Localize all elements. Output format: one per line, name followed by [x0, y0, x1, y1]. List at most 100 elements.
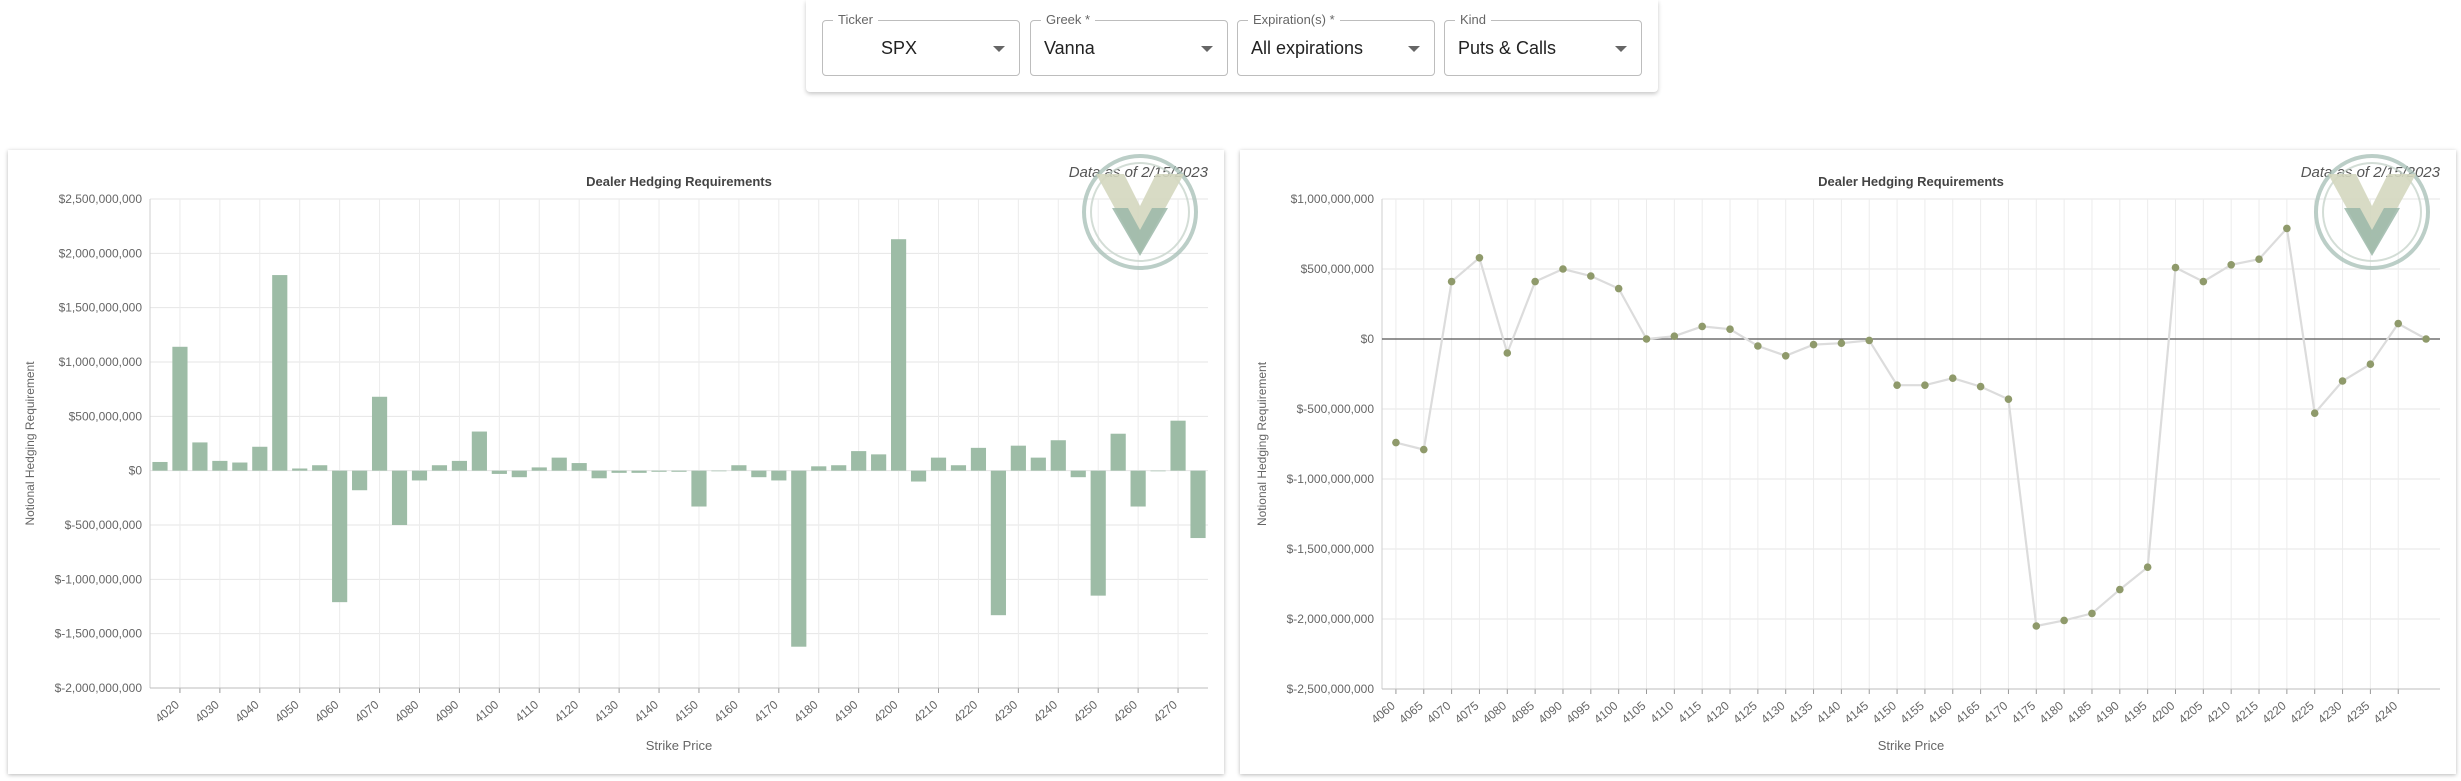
x-tick-label: 4120	[1702, 698, 1732, 726]
bar	[292, 468, 308, 471]
series-line	[1395, 225, 2427, 628]
x-tick-label: 4230	[991, 697, 1021, 725]
x-tick-label: 4150	[671, 697, 701, 725]
bar	[172, 346, 188, 471]
x-tick-label: 4180	[791, 697, 821, 725]
bar	[871, 454, 887, 471]
bar	[811, 466, 827, 471]
x-tick-label: 4155	[1897, 698, 1927, 726]
bar	[851, 451, 867, 471]
x-tick-label: 4140	[632, 697, 662, 725]
bar	[651, 470, 667, 472]
data-point	[2088, 609, 2096, 618]
line-chart: $1,000,000,000 $500,000,000 $0 $-500,000,00…	[1255, 174, 2440, 753]
data-point	[1809, 340, 1818, 349]
bar	[272, 275, 288, 471]
y-tick-label: $1,000,000,000	[59, 355, 143, 369]
x-tick-label: 4190	[831, 697, 861, 725]
bar-chart-panel: Data as of 2/15/2023 $2,500,000,000 $2,00…	[8, 150, 1224, 774]
x-tick-label: 4170	[751, 697, 781, 725]
expiration-value: All expirations	[1251, 38, 1364, 58]
x-tick-label: 4140	[1814, 698, 1844, 726]
x-tick-label: 4040	[232, 697, 262, 725]
data-point	[2171, 263, 2180, 272]
bar	[491, 470, 507, 474]
x-tick-label: 4165	[1953, 698, 1983, 726]
bar	[731, 465, 747, 471]
bar	[791, 470, 807, 647]
y-tick-label: $-2,000,000,000	[1287, 612, 1375, 626]
bar	[910, 470, 927, 482]
y-tick-label: $-2,500,000,000	[1287, 682, 1375, 696]
x-tick-label: 4080	[392, 697, 422, 725]
bar	[252, 446, 268, 471]
data-point	[2338, 377, 2347, 385]
data-point	[1726, 325, 1734, 333]
data-point	[2199, 277, 2208, 286]
data-point	[2310, 409, 2319, 418]
chevron-down-icon	[1408, 46, 1420, 52]
bar	[332, 470, 348, 603]
x-tick-label: 4150	[1870, 698, 1900, 726]
bar	[831, 465, 847, 471]
y-tick-label: $2,500,000,000	[59, 192, 143, 206]
data-point	[1642, 335, 1651, 343]
data-point	[2283, 224, 2291, 233]
x-tick-label: 4070	[1424, 698, 1454, 726]
y-tick-label: $2,000,000,000	[59, 246, 143, 260]
bar	[1090, 470, 1106, 596]
greek-select[interactable]: Greek * Vanna	[1030, 12, 1228, 76]
ticker-value: SPX	[881, 38, 918, 58]
bar	[930, 457, 947, 471]
x-axis-title: Strike Price	[1878, 738, 1944, 753]
bar-chart: $2,500,000,000 $2,000,000,000 $1,500,000,0…	[23, 174, 1208, 753]
y-tick-label: $-1,500,000,000	[1287, 542, 1375, 556]
x-tick-label: 4145	[1842, 698, 1872, 726]
data-point	[2004, 395, 2013, 403]
x-tick-label: 4020	[152, 697, 182, 725]
x-tick-label: 4030	[192, 697, 222, 725]
bar	[1070, 470, 1086, 478]
x-tick-label: 4110	[1647, 698, 1676, 726]
chart-title: Dealer Hedging Requirements	[586, 174, 772, 189]
bar	[511, 470, 527, 478]
y-axis-title: Notional Hedging Requirement	[1255, 361, 1269, 526]
bar	[531, 467, 547, 471]
x-tick-label: 4240	[1031, 697, 1061, 725]
x-tick-label: 4230	[2315, 698, 2345, 726]
x-tick-label: 4090	[432, 697, 462, 725]
chevron-down-icon	[1615, 46, 1627, 52]
data-point	[1837, 339, 1846, 347]
x-tick-label: 4180	[2037, 698, 2067, 726]
chevron-down-icon	[993, 46, 1005, 52]
bar	[391, 470, 408, 525]
watermark-logo	[2314, 154, 2430, 270]
expiration-label: Expiration(s) *	[1248, 12, 1340, 27]
x-tick-label: 4110	[512, 697, 541, 725]
bar	[232, 462, 248, 471]
data-point	[1865, 336, 1874, 345]
x-tick-label: 4065	[1396, 698, 1426, 726]
y-tick-label: $-1,000,000,000	[55, 572, 143, 586]
x-tick-label: 4240	[2371, 698, 2401, 726]
bar	[152, 461, 168, 471]
bar	[591, 470, 607, 479]
x-tick-label: 4130	[1758, 698, 1788, 726]
x-tick-label: 4160	[711, 697, 741, 725]
expiration-select[interactable]: Expiration(s) * All expirations	[1237, 12, 1435, 76]
data-point	[2366, 360, 2375, 368]
bar	[1050, 440, 1066, 471]
kind-select[interactable]: Kind Puts & Calls	[1444, 12, 1642, 76]
data-point	[2116, 585, 2124, 594]
line-chart-panel: Data as of 2/15/2023 $1,000,000,000 $500,…	[1240, 150, 2456, 774]
x-tick-label: 4185	[2064, 698, 2094, 726]
x-tick-label: 4220	[951, 697, 981, 725]
x-tick-label: 4075	[1452, 698, 1482, 726]
x-tick-label: 4225	[2287, 698, 2317, 726]
x-tick-label: 4210	[2204, 698, 2234, 726]
ticker-select[interactable]: Ticker SPX	[822, 12, 1020, 76]
filter-toolbar: Ticker SPX Greek * Vanna Expiration(s) *…	[806, 0, 1658, 92]
y-tick-label: $-500,000,000	[65, 518, 143, 532]
x-tick-label: 4090	[1535, 698, 1565, 726]
x-tick-label: 4095	[1563, 698, 1593, 726]
